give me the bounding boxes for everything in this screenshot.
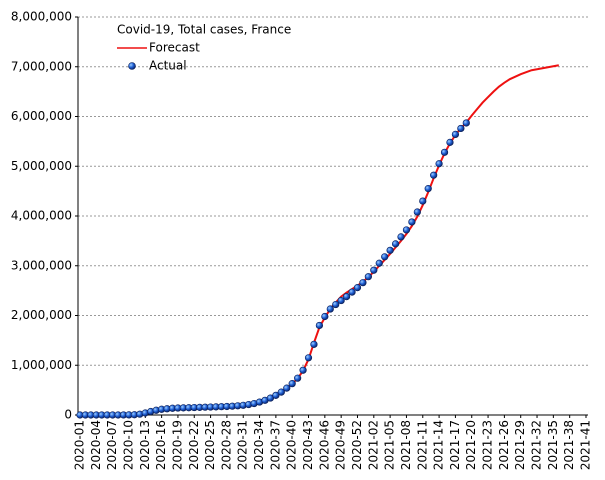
x-tick-label: 2020-01 xyxy=(73,420,87,470)
actual-point xyxy=(386,246,394,254)
x-tick-label: 2020-37 xyxy=(268,420,282,470)
x-tick-label: 2021-38 xyxy=(562,420,576,470)
actual-point xyxy=(381,253,389,261)
actual-point xyxy=(283,384,291,392)
actual-point xyxy=(288,380,296,388)
actual-point xyxy=(332,300,340,309)
x-tick-label: 2020-04 xyxy=(89,420,103,470)
x-tick-label: 2021-32 xyxy=(530,420,544,470)
actual-point xyxy=(430,171,438,179)
y-tick-label: 2,000,000 xyxy=(11,308,72,322)
actual-point xyxy=(337,296,345,305)
y-tick-label: 0 xyxy=(64,408,72,422)
actual-point xyxy=(391,240,400,248)
x-tick-label: 2021-20 xyxy=(464,420,478,470)
actual-point xyxy=(315,321,323,330)
x-tick-label: 2021-05 xyxy=(383,420,397,470)
forecast-line xyxy=(80,64,559,416)
actual-point xyxy=(446,138,454,146)
y-tick-label: 1,000,000 xyxy=(11,358,72,372)
y-tick-label: 6,000,000 xyxy=(11,109,72,123)
y-tick-label: 5,000,000 xyxy=(11,159,72,173)
x-tick-label: 2020-28 xyxy=(219,420,233,470)
x-tick-label: 2021-14 xyxy=(432,420,446,470)
actual-point xyxy=(353,284,362,292)
x-tick-label: 2020-34 xyxy=(252,420,266,470)
actual-point xyxy=(451,130,460,139)
x-tick-label: 2020-16 xyxy=(154,420,168,470)
x-tick-label: 2021-11 xyxy=(415,420,429,470)
actual-point xyxy=(326,305,334,313)
x-tick-label: 2021-35 xyxy=(546,420,560,470)
actual-point xyxy=(402,226,411,234)
x-tick-label: 2021-41 xyxy=(579,420,593,470)
legend-marker xyxy=(128,62,136,70)
actual-point xyxy=(370,266,378,274)
actual-point xyxy=(435,160,443,168)
x-tick-label: 2020-49 xyxy=(334,420,348,470)
actual-point xyxy=(419,197,427,205)
actual-point xyxy=(375,259,383,267)
legend-label: Forecast xyxy=(149,41,200,55)
actual-point xyxy=(272,391,280,399)
legend-label: Actual xyxy=(149,59,187,73)
actual-point xyxy=(348,288,356,296)
x-tick-label: 2021-23 xyxy=(481,420,495,470)
y-tick-label: 4,000,000 xyxy=(11,209,72,223)
actual-point xyxy=(424,185,432,193)
actual-point xyxy=(321,312,329,321)
actual-point xyxy=(397,233,405,241)
actual-point xyxy=(440,148,449,156)
actual-point xyxy=(457,124,465,133)
x-tick-label: 2020-52 xyxy=(350,420,364,470)
actual-point xyxy=(364,273,372,281)
x-tick-label: 2021-29 xyxy=(513,420,527,470)
x-tick-label: 2020-10 xyxy=(121,420,135,470)
x-tick-label: 2020-07 xyxy=(105,420,119,470)
x-tick-label: 2020-46 xyxy=(317,420,331,470)
actual-point xyxy=(413,208,421,216)
actual-point xyxy=(310,340,318,348)
x-tick-label: 2020-22 xyxy=(187,420,201,470)
actual-point xyxy=(408,218,416,226)
actual-point xyxy=(294,374,302,382)
x-tick-label: 2020-43 xyxy=(301,420,315,470)
x-tick-label: 2020-19 xyxy=(170,420,184,470)
x-tick-label: 2020-13 xyxy=(138,420,152,470)
x-tick-label: 2020-31 xyxy=(236,420,250,470)
y-tick-label: 8,000,000 xyxy=(11,10,72,24)
x-tick-label: 2021-26 xyxy=(497,420,511,470)
actual-point xyxy=(304,354,313,362)
actual-point xyxy=(277,388,285,396)
chart-title: Covid-19, Total cases, France xyxy=(117,23,291,37)
y-tick-label: 7,000,000 xyxy=(11,59,72,73)
x-tick-label: 2020-40 xyxy=(285,420,299,470)
actual-point xyxy=(359,279,367,287)
x-tick-label: 2021-17 xyxy=(448,420,462,470)
x-tick-label: 2021-08 xyxy=(399,420,413,470)
actual-point xyxy=(299,366,307,374)
actual-point xyxy=(343,292,351,301)
x-tick-label: 2021-02 xyxy=(366,420,380,470)
y-tick-label: 3,000,000 xyxy=(11,258,72,272)
x-tick-label: 2020-25 xyxy=(203,420,217,470)
actual-point xyxy=(462,119,470,127)
